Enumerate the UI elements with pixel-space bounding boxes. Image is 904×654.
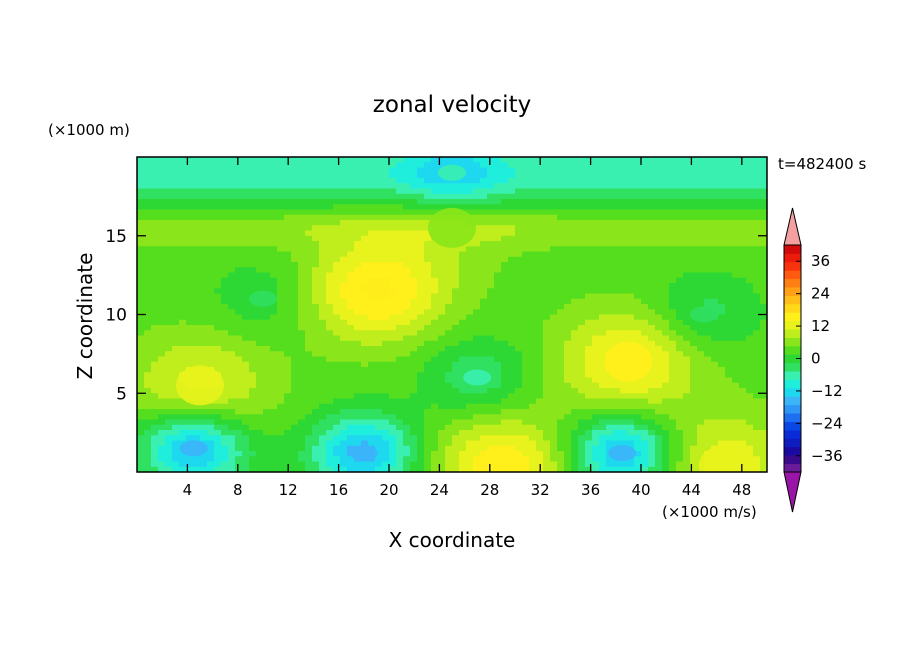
colorbar-swatch: [784, 455, 801, 464]
colorbar-swatch: [784, 345, 801, 355]
colorbar-swatch: [784, 270, 801, 280]
colorbar-swatch: [784, 278, 801, 288]
x-tick-label: 20: [379, 481, 398, 499]
x-tick-label: 4: [183, 481, 193, 499]
contour-feature-2: [176, 365, 224, 406]
contour-feature-5: [179, 440, 208, 457]
colorbar-swatch: [784, 429, 801, 439]
colorbar-under-arrow: [783, 471, 802, 513]
colorbar-swatch: [784, 320, 801, 330]
colorbar-swatch: [784, 446, 801, 456]
contour-feature-7: [608, 445, 637, 462]
x-tick-label: 44: [682, 481, 701, 499]
contour-feature-9: [249, 290, 277, 307]
chart-title: zonal velocity: [373, 92, 531, 118]
colorbar-swatch: [784, 404, 801, 414]
colorbar-swatch: [784, 329, 801, 338]
colorbar-swatch: [784, 303, 801, 313]
colorbar-swatch: [784, 387, 801, 397]
y-tick-label: 10: [105, 306, 127, 326]
x-tick-label: 12: [279, 481, 298, 499]
colorbar-tick-label: 36: [811, 252, 830, 270]
contour-feature-0: [352, 270, 401, 311]
x-tick-label: 48: [732, 481, 751, 499]
x-tick-label: 16: [329, 481, 348, 499]
colorbar-tick-label: −24: [811, 414, 843, 432]
x-tick-label: 8: [233, 481, 243, 499]
colorbar-swatch: [784, 253, 801, 263]
x-tick-label: 32: [531, 481, 550, 499]
colorbar-swatch: [784, 337, 801, 347]
x-tick-label: 28: [480, 481, 499, 499]
x-scale-label: (×1000 m/s): [662, 503, 757, 521]
colorbar-tick-label: 0: [811, 350, 821, 368]
contour-feature-1: [604, 341, 653, 382]
y-axis: 5 10 15: [105, 227, 767, 404]
colorbar-swatch: [784, 396, 801, 406]
y-tick-label: 15: [105, 227, 127, 247]
x-axis: 4 8 12 16 20 24 28 32 36 40 44 48: [183, 157, 751, 499]
contour-feature-11: [438, 164, 466, 181]
colorbar-swatch: [784, 261, 801, 271]
colorbar-swatch: [784, 421, 801, 431]
colorbar-swatch: [784, 245, 801, 254]
colorbar-over-arrow: [783, 207, 802, 246]
colorbar-tick-label: −12: [811, 382, 843, 400]
contour-field: [137, 157, 767, 472]
colorbar-swatch: [784, 295, 801, 305]
y-scale-label: (×1000 m): [48, 121, 130, 139]
colorbar-swatch: [784, 379, 801, 389]
contour-feature-4: [698, 445, 747, 472]
time-label: t=482400 s: [778, 155, 866, 173]
contour-feature-10: [690, 306, 718, 323]
colorbar-swatch: [784, 438, 801, 448]
x-tick-label: 40: [631, 481, 650, 499]
y-axis-label: Z coordinate: [73, 253, 97, 380]
colorbar-swatch: [784, 463, 801, 473]
contour-feature-6: [349, 445, 378, 462]
colorbar-tick-label: 24: [811, 285, 830, 303]
colorbar: 36 24 12 0 −12 −24 −36: [783, 207, 843, 513]
contour-feature-8: [463, 369, 492, 386]
x-axis-label: X coordinate: [389, 528, 516, 552]
x-tick-label: 24: [430, 481, 449, 499]
x-tick-label: 36: [581, 481, 600, 499]
colorbar-tick-label: −36: [811, 447, 843, 465]
colorbar-swatch: [784, 312, 801, 322]
colorbar-swatch: [784, 287, 801, 296]
colorbar-swatch: [784, 354, 801, 364]
y-tick-label: 5: [116, 384, 127, 404]
colorbar-swatch: [784, 371, 801, 380]
colorbar-swatch: [784, 413, 801, 422]
colorbar-swatch: [784, 362, 801, 372]
contour-feature-12: [428, 207, 476, 248]
colorbar-tick-label: 12: [811, 317, 830, 335]
